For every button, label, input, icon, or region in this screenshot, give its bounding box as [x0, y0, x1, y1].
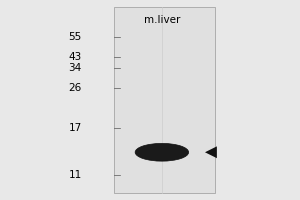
Text: 11: 11: [68, 170, 82, 180]
Text: 55: 55: [68, 32, 82, 42]
Polygon shape: [205, 146, 217, 158]
Text: 34: 34: [68, 63, 82, 73]
Text: 17: 17: [68, 123, 82, 133]
Ellipse shape: [135, 143, 189, 161]
Text: m.liver: m.liver: [144, 15, 180, 25]
Bar: [114, 7, 215, 193]
Text: 43: 43: [68, 52, 82, 62]
Text: 26: 26: [68, 83, 82, 93]
